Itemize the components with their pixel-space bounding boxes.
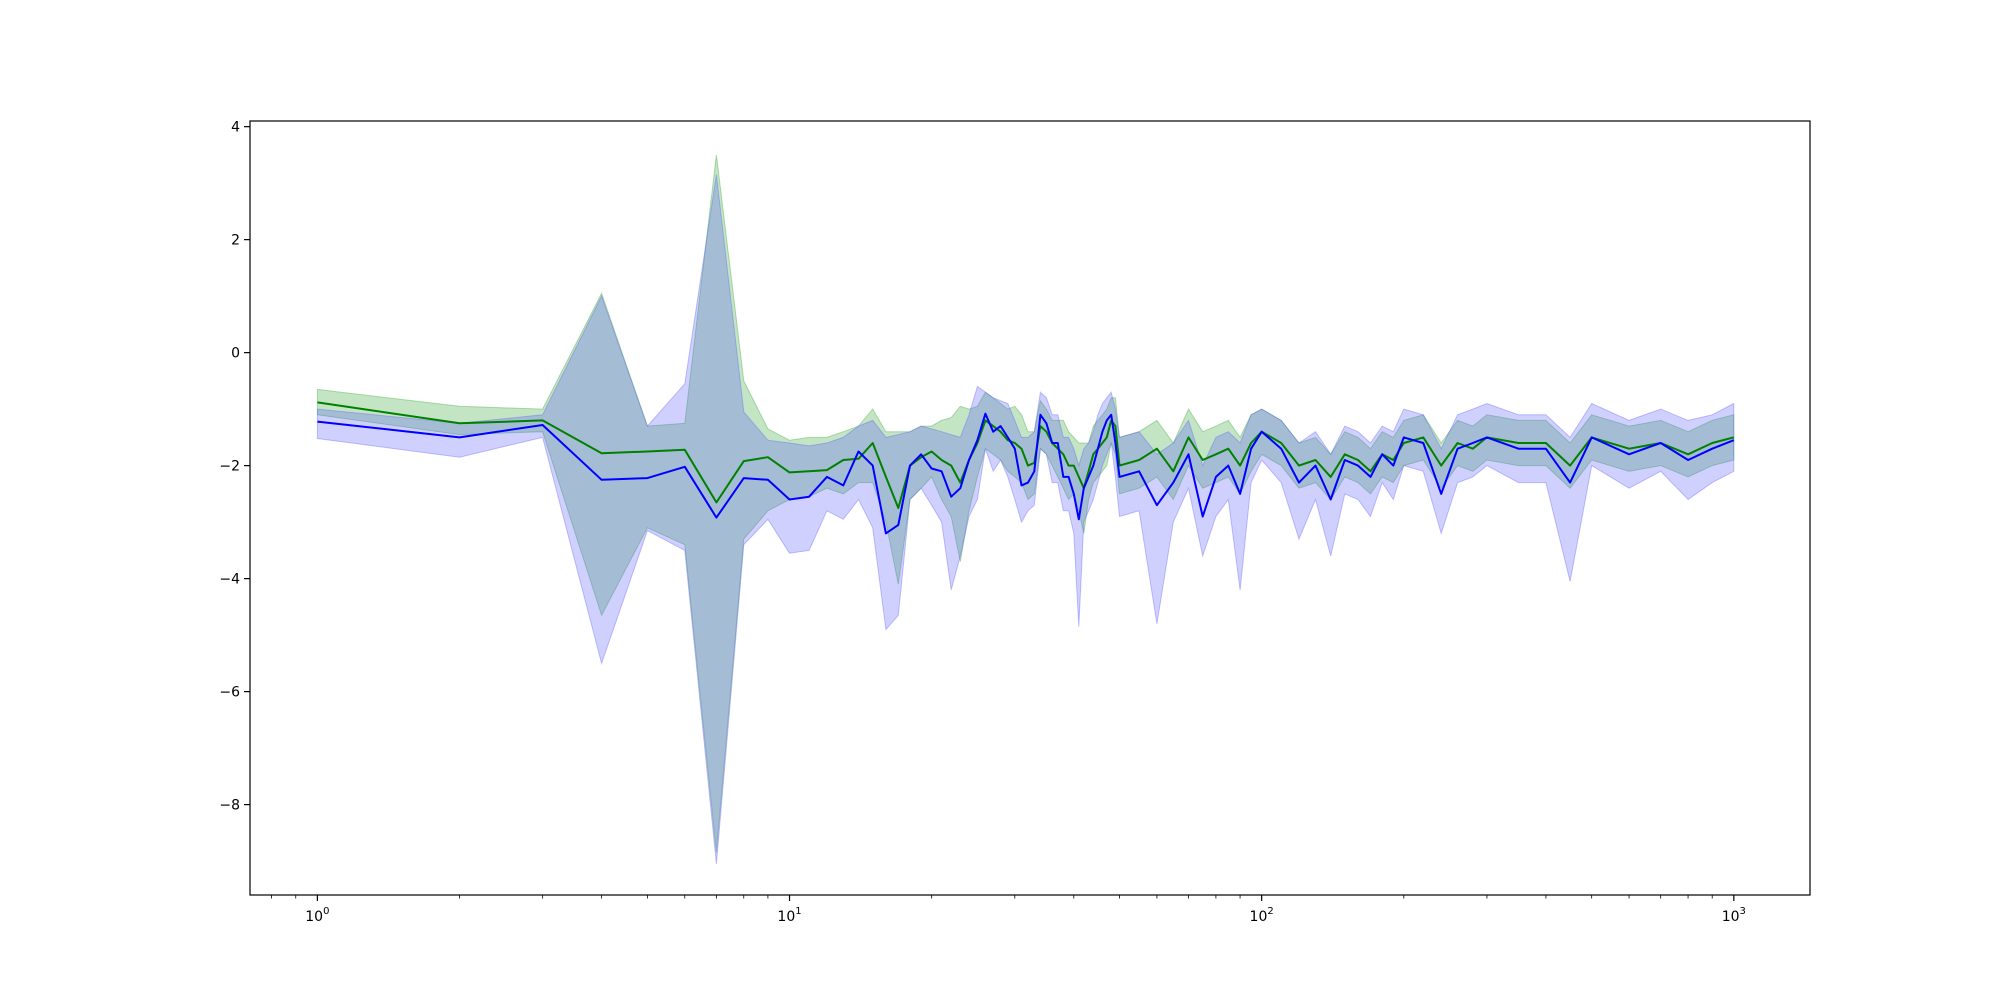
x-axis: 100 101 102 103 (271, 895, 1746, 925)
plot-area-frame (249, 120, 1811, 896)
y-tick-label: −2 (219, 459, 240, 475)
y-tick-label: 0 (231, 346, 240, 362)
series-1-band (316, 154, 1735, 853)
y-tick-label: −8 (219, 798, 240, 814)
y-tick-label: −6 (219, 685, 240, 701)
y-tick-label: 2 (231, 233, 240, 249)
x-tick-label: 100 (305, 906, 329, 925)
y-tick-label: −4 (219, 572, 240, 588)
confidence-bands (316, 154, 1735, 864)
series-lines (317, 401, 1735, 535)
series-2-line (317, 412, 1735, 535)
y-axis: 4 2 0 −2 −4 −6 −8 (219, 120, 250, 814)
series-2-band (316, 174, 1735, 864)
x-tick-label: 101 (777, 906, 801, 925)
x-tick-label: 102 (1250, 906, 1274, 925)
series-1-line (317, 401, 1735, 509)
y-tick-label: 4 (231, 120, 240, 136)
x-tick-label: 103 (1722, 906, 1746, 925)
